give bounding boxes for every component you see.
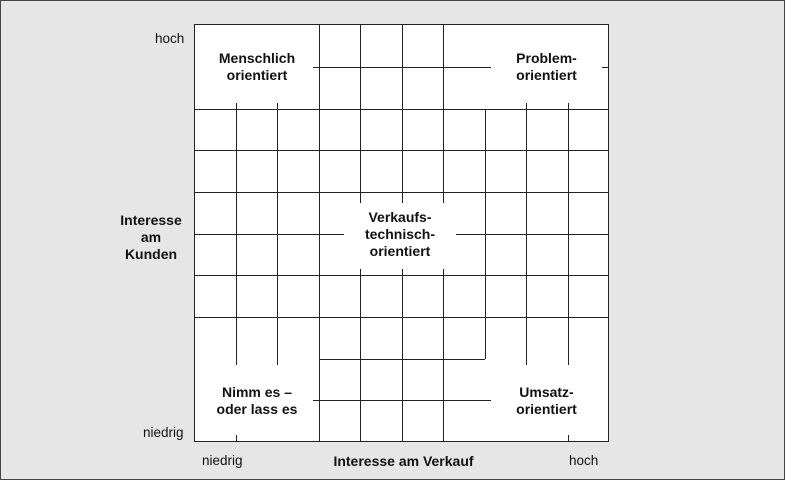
grid-line-v9 (568, 25, 569, 441)
top-right-stub-2 (602, 67, 608, 68)
y-axis-title-line-1: Interesse (120, 212, 182, 228)
bottom-right-stub-v (526, 359, 527, 365)
label-take-it-or-leave-it: Nimm es – oder lass es (195, 384, 319, 418)
bottom-right-stub-v3 (568, 435, 569, 441)
bottom-left-stub-v3 (236, 435, 237, 441)
quadrant-top-right (485, 25, 608, 109)
label-problem-oriented: Problem- orientiert (485, 50, 608, 84)
y-axis-high-label: hoch (155, 31, 185, 46)
grid-line-v8 (526, 25, 527, 441)
bottom-left-stub-h (313, 400, 319, 401)
label-people-oriented-line-1: Menschlich (218, 50, 296, 66)
y-axis-title-line-3: Kunden (124, 246, 178, 262)
top-left-stub (313, 67, 319, 68)
label-bottom-left-line-2: oder lass es (216, 401, 298, 417)
bottom-left-stub-v (236, 359, 237, 365)
label-people-oriented-line-2: orientiert (226, 67, 288, 83)
top-right-stub (485, 67, 491, 68)
label-problem-oriented-line-2: orientiert (516, 67, 577, 83)
grid-line-h4 (195, 192, 608, 193)
y-axis-title: Interesse am Kunden (96, 212, 206, 263)
label-sales-technique-oriented: Verkaufs- technisch- orientiert (344, 209, 456, 260)
grid-line-v7 (485, 25, 486, 441)
grid-line-v3 (319, 25, 320, 441)
center-label-box (344, 203, 456, 269)
bottom-right-stub-h (485, 400, 491, 401)
quadrant-bottom-left (195, 359, 319, 441)
label-center-line-3: orientiert (369, 243, 431, 259)
grid-line-v1 (236, 25, 237, 441)
quadrant-bottom-right (485, 359, 608, 441)
label-people-oriented: Menschlich orientiert (195, 50, 319, 84)
bottom-right-stub-v2 (568, 359, 569, 365)
x-axis-title: Interesse am Verkauf (333, 453, 474, 469)
top-left-stub-v2 (277, 103, 278, 109)
managerial-grid: Menschlich orientiert Problem- orientier… (194, 24, 609, 442)
label-bottom-right-line-1: Umsatz- (519, 384, 574, 400)
x-axis-high-label: hoch (569, 453, 599, 468)
top-left-stub-v (236, 103, 237, 109)
grid-line-h7 (195, 317, 608, 318)
top-right-stub-v (526, 103, 527, 109)
grid-line-h9 (195, 400, 608, 401)
y-axis-title-line-2: am (140, 229, 162, 245)
grid-line-v2 (277, 25, 278, 441)
label-bottom-right-line-2: orientiert (516, 401, 577, 417)
grid-line-h8 (195, 359, 608, 360)
grid-line-h1 (195, 67, 608, 68)
y-axis-low-label: niedrig (143, 425, 184, 440)
grid-line-h2 (195, 109, 608, 110)
label-center-line-1: Verkaufs- (368, 209, 432, 225)
label-sales-oriented: Umsatz- orientiert (485, 384, 608, 418)
quadrant-top-left (195, 25, 319, 109)
top-right-stub-v2 (568, 103, 569, 109)
bottom-left-stub-v2 (277, 359, 278, 365)
label-center-line-2: technisch- (364, 226, 435, 242)
label-problem-oriented-line-1: Problem- (516, 50, 577, 66)
grid-line-h3 (195, 150, 608, 151)
label-bottom-left-line-1: Nimm es – (221, 384, 293, 400)
x-axis-low-label: niedrig (202, 453, 243, 468)
grid-line-h6 (195, 275, 608, 276)
